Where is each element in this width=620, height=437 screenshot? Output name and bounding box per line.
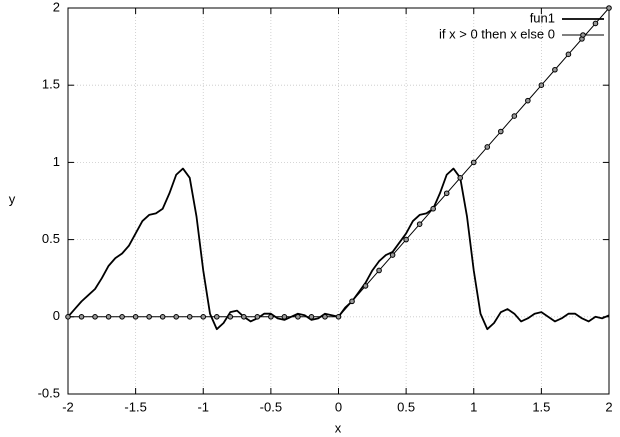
point <box>362 283 369 289</box>
legend-label: if x > 0 then x else 0 <box>439 26 555 41</box>
x-tick-label: 0.5 <box>397 399 415 414</box>
x-tick-label: -1 <box>197 399 209 414</box>
point <box>227 314 234 320</box>
x-tick-label: 1 <box>470 399 477 414</box>
point <box>308 314 315 320</box>
y-tick-label: 2 <box>53 0 60 14</box>
point <box>457 175 464 181</box>
point <box>132 314 139 320</box>
point <box>552 66 558 73</box>
point <box>200 314 207 320</box>
y-tick-label: 1 <box>53 154 60 169</box>
x-tick-label: -2 <box>62 399 74 414</box>
x-tick-label: 0 <box>335 399 342 414</box>
point <box>416 221 423 227</box>
point <box>146 314 152 320</box>
point <box>335 314 342 320</box>
x-axis-label: x <box>335 420 342 435</box>
legend-label: fun1 <box>530 10 555 25</box>
point <box>241 314 247 320</box>
point <box>525 97 531 104</box>
point <box>376 267 382 274</box>
point <box>592 20 599 27</box>
point <box>213 314 220 320</box>
point <box>254 314 261 320</box>
legend-marker <box>580 32 586 38</box>
y-axis-label: y <box>9 191 16 206</box>
y-tick-label: 0.5 <box>42 231 60 246</box>
point <box>498 128 504 135</box>
x-tick-label: -0.5 <box>260 399 282 414</box>
point <box>606 5 612 11</box>
point <box>430 205 436 212</box>
point <box>281 314 288 320</box>
x-tick-label: -1.5 <box>124 399 146 414</box>
point <box>403 236 409 243</box>
point <box>511 113 518 119</box>
point <box>484 144 491 150</box>
point <box>443 190 450 197</box>
point <box>105 314 112 320</box>
point <box>119 314 125 320</box>
point <box>78 314 85 320</box>
point <box>470 159 477 166</box>
plot-frame <box>67 7 610 395</box>
point <box>173 314 179 320</box>
point <box>295 314 301 320</box>
point <box>65 314 71 320</box>
point <box>322 314 328 320</box>
y-tick-label: -0.5 <box>38 385 60 400</box>
point <box>92 314 98 320</box>
point <box>349 298 355 305</box>
x-tick-label: 2 <box>605 399 612 414</box>
point <box>565 51 572 58</box>
y-tick-label: 1.5 <box>42 77 60 92</box>
y-tick-label: 0 <box>53 308 60 323</box>
point <box>186 314 193 320</box>
point <box>389 252 396 258</box>
point <box>268 314 274 320</box>
point <box>538 82 545 88</box>
x-tick-label: 1.5 <box>532 399 550 414</box>
point <box>159 314 166 320</box>
